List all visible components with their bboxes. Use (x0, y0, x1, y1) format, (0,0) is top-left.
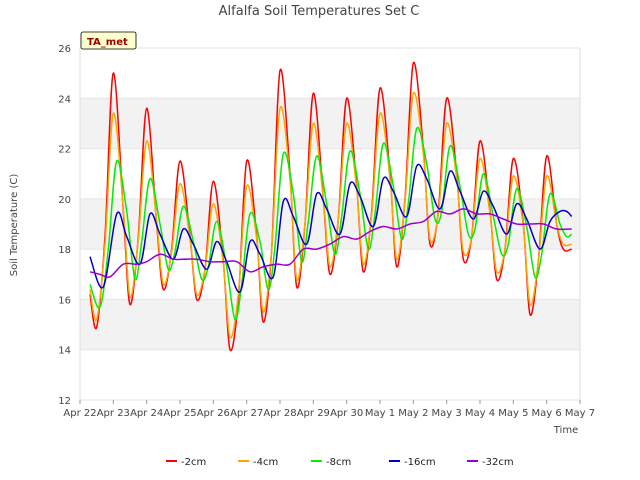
x-tick-label: May 3 (432, 408, 462, 419)
x-tick-label: Apr 27 (230, 408, 263, 419)
plot-band (80, 98, 580, 149)
legend-label: -32cm (482, 457, 514, 468)
plot-band (80, 299, 580, 350)
series-line-minus-16cm (89, 163, 573, 293)
y-tick-label: 20 (58, 195, 71, 206)
x-tick-label: Apr 30 (330, 408, 363, 419)
legend: -2cm -4cm -8cm -16cm -32cm (166, 457, 514, 468)
x-tick-label: Apr 25 (163, 408, 196, 419)
x-axis-ticks: Apr 22 Apr 23 Apr 24 Apr 25 Apr 26 Apr 27 Apr … (63, 400, 595, 419)
y-tick-label: 24 (58, 94, 71, 105)
x-tick-label: Apr 24 (130, 408, 163, 419)
x-tick-label: Apr 26 (197, 408, 230, 419)
y-tick-label: 14 (58, 346, 71, 357)
x-axis-label: Time (553, 425, 578, 436)
y-axis-label: Soil Temperature (C) (9, 174, 20, 277)
series-lines (89, 61, 573, 352)
x-tick-label: May 2 (398, 408, 428, 419)
gridlines (80, 47, 580, 401)
legend-label: -4cm (253, 457, 278, 468)
y-axis-ticks: 12 14 16 18 20 22 24 26 (58, 44, 71, 407)
y-tick-label: 22 (58, 145, 71, 156)
chart-title: Alfalfa Soil Temperatures Set C (219, 4, 420, 19)
series-line-minus-8cm (89, 126, 573, 321)
y-tick-label: 18 (58, 245, 71, 256)
series-line-minus-4cm (89, 91, 572, 339)
legend-label: -8cm (326, 457, 351, 468)
x-tick-label: May 1 (365, 408, 395, 419)
x-tick-label: May 5 (498, 408, 528, 419)
series-line-minus-32cm (89, 208, 572, 278)
y-tick-label: 26 (58, 44, 71, 55)
plot-area (79, 47, 581, 401)
badge-label: TA_met (87, 37, 128, 48)
legend-label: -2cm (181, 457, 206, 468)
legend-label: -16cm (404, 457, 436, 468)
x-tick-label: May 4 (465, 408, 495, 419)
x-tick-label: Apr 29 (297, 408, 330, 419)
x-tick-label: Apr 22 (63, 408, 96, 419)
y-tick-label: 12 (58, 396, 71, 407)
x-tick-label: May 6 (532, 408, 562, 419)
x-tick-label: Apr 23 (97, 408, 130, 419)
ta-met-badge: TA_met (80, 31, 137, 50)
x-tick-label: Apr 28 (263, 408, 296, 419)
y-tick-label: 16 (58, 295, 71, 306)
x-tick-label: May 7 (565, 408, 595, 419)
